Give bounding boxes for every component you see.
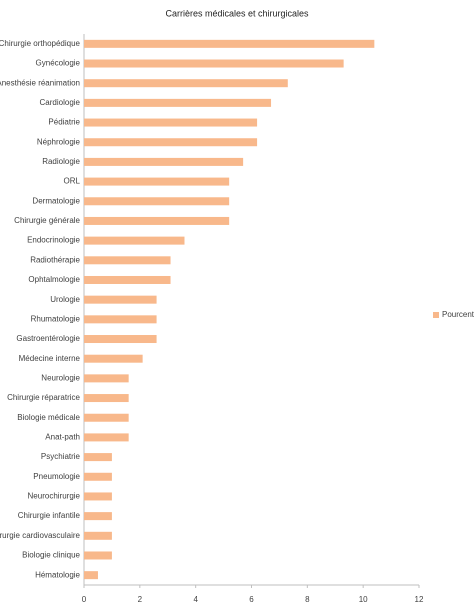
y-tick-label: Médecine interne [19,354,81,363]
bar [84,551,112,560]
y-tick-label: Chirurgie générale [14,216,80,225]
x-tick-label: 12 [415,595,424,604]
y-tick-label: Pédiatrie [48,118,80,127]
y-tick-label: Urologie [50,295,80,304]
x-tick-label: 6 [249,595,254,604]
y-tick-label: Chirurgie orthopédique [0,39,81,48]
y-tick-label: Cardiologie [40,98,81,107]
bar [84,433,129,442]
x-tick-label: 0 [82,595,87,604]
y-tick-label: Gynécologie [36,59,81,68]
bar [84,157,244,166]
bar [84,354,143,363]
bar [84,335,157,344]
bar [84,295,157,304]
x-tick-label: 8 [305,595,310,604]
bar [84,472,112,481]
bar [84,492,112,501]
y-tick-label: Chirurgie réparatrice [7,393,80,402]
bar [84,571,98,580]
y-tick-label: Gastroentérologie [16,334,80,343]
bar [84,394,129,403]
bar [84,453,112,462]
y-tick-label: Rhumatologie [31,314,81,323]
x-tick-label: 2 [138,595,143,604]
y-tick-label: Ophtalmologie [28,275,80,284]
y-tick-label: Pneumologie [33,472,80,481]
bar [84,79,288,88]
bar [84,531,112,540]
y-tick-label: Neurochirurgie [28,492,81,501]
legend-label: Pourcent [442,310,474,319]
bar [84,275,171,284]
bar [84,512,112,521]
bar [84,256,171,265]
bar [84,374,129,383]
bar [84,236,185,245]
bar [84,39,375,48]
bar [84,315,157,324]
y-tick-label: Dermatologie [32,196,80,205]
x-tick-label: 10 [359,595,368,604]
y-tick-label: Endocrinologie [27,236,80,245]
y-tick-label: Neurologie [41,373,80,382]
y-tick-label: Chirurgie infantile [18,511,81,520]
bar [84,118,258,127]
y-tick-label: Anesthésie réanimation [0,78,80,87]
bar [84,413,129,422]
y-tick-label: ORL [64,177,81,186]
bar [84,138,258,147]
bar [84,177,230,186]
y-tick-label: Chirurgie cardiovasculaire [0,531,81,540]
bar [84,197,230,206]
y-tick-label: Radiologie [42,157,80,166]
y-tick-label: Néphrologie [37,137,81,146]
y-tick-label: Psychiatrie [41,452,81,461]
y-tick-label: Hématologie [35,570,80,579]
x-tick-label: 4 [193,595,198,604]
bar [84,216,230,225]
bar [84,98,272,107]
legend-swatch [433,312,439,318]
bar [84,59,344,68]
y-tick-label: Radiothérapie [30,255,80,264]
chart-title: Carrières médicales et chirurgicales [165,8,309,18]
y-tick-label: Biologie clinique [22,551,80,560]
y-tick-label: Biologie médicale [17,413,80,422]
y-tick-label: Anat-path [45,433,80,442]
